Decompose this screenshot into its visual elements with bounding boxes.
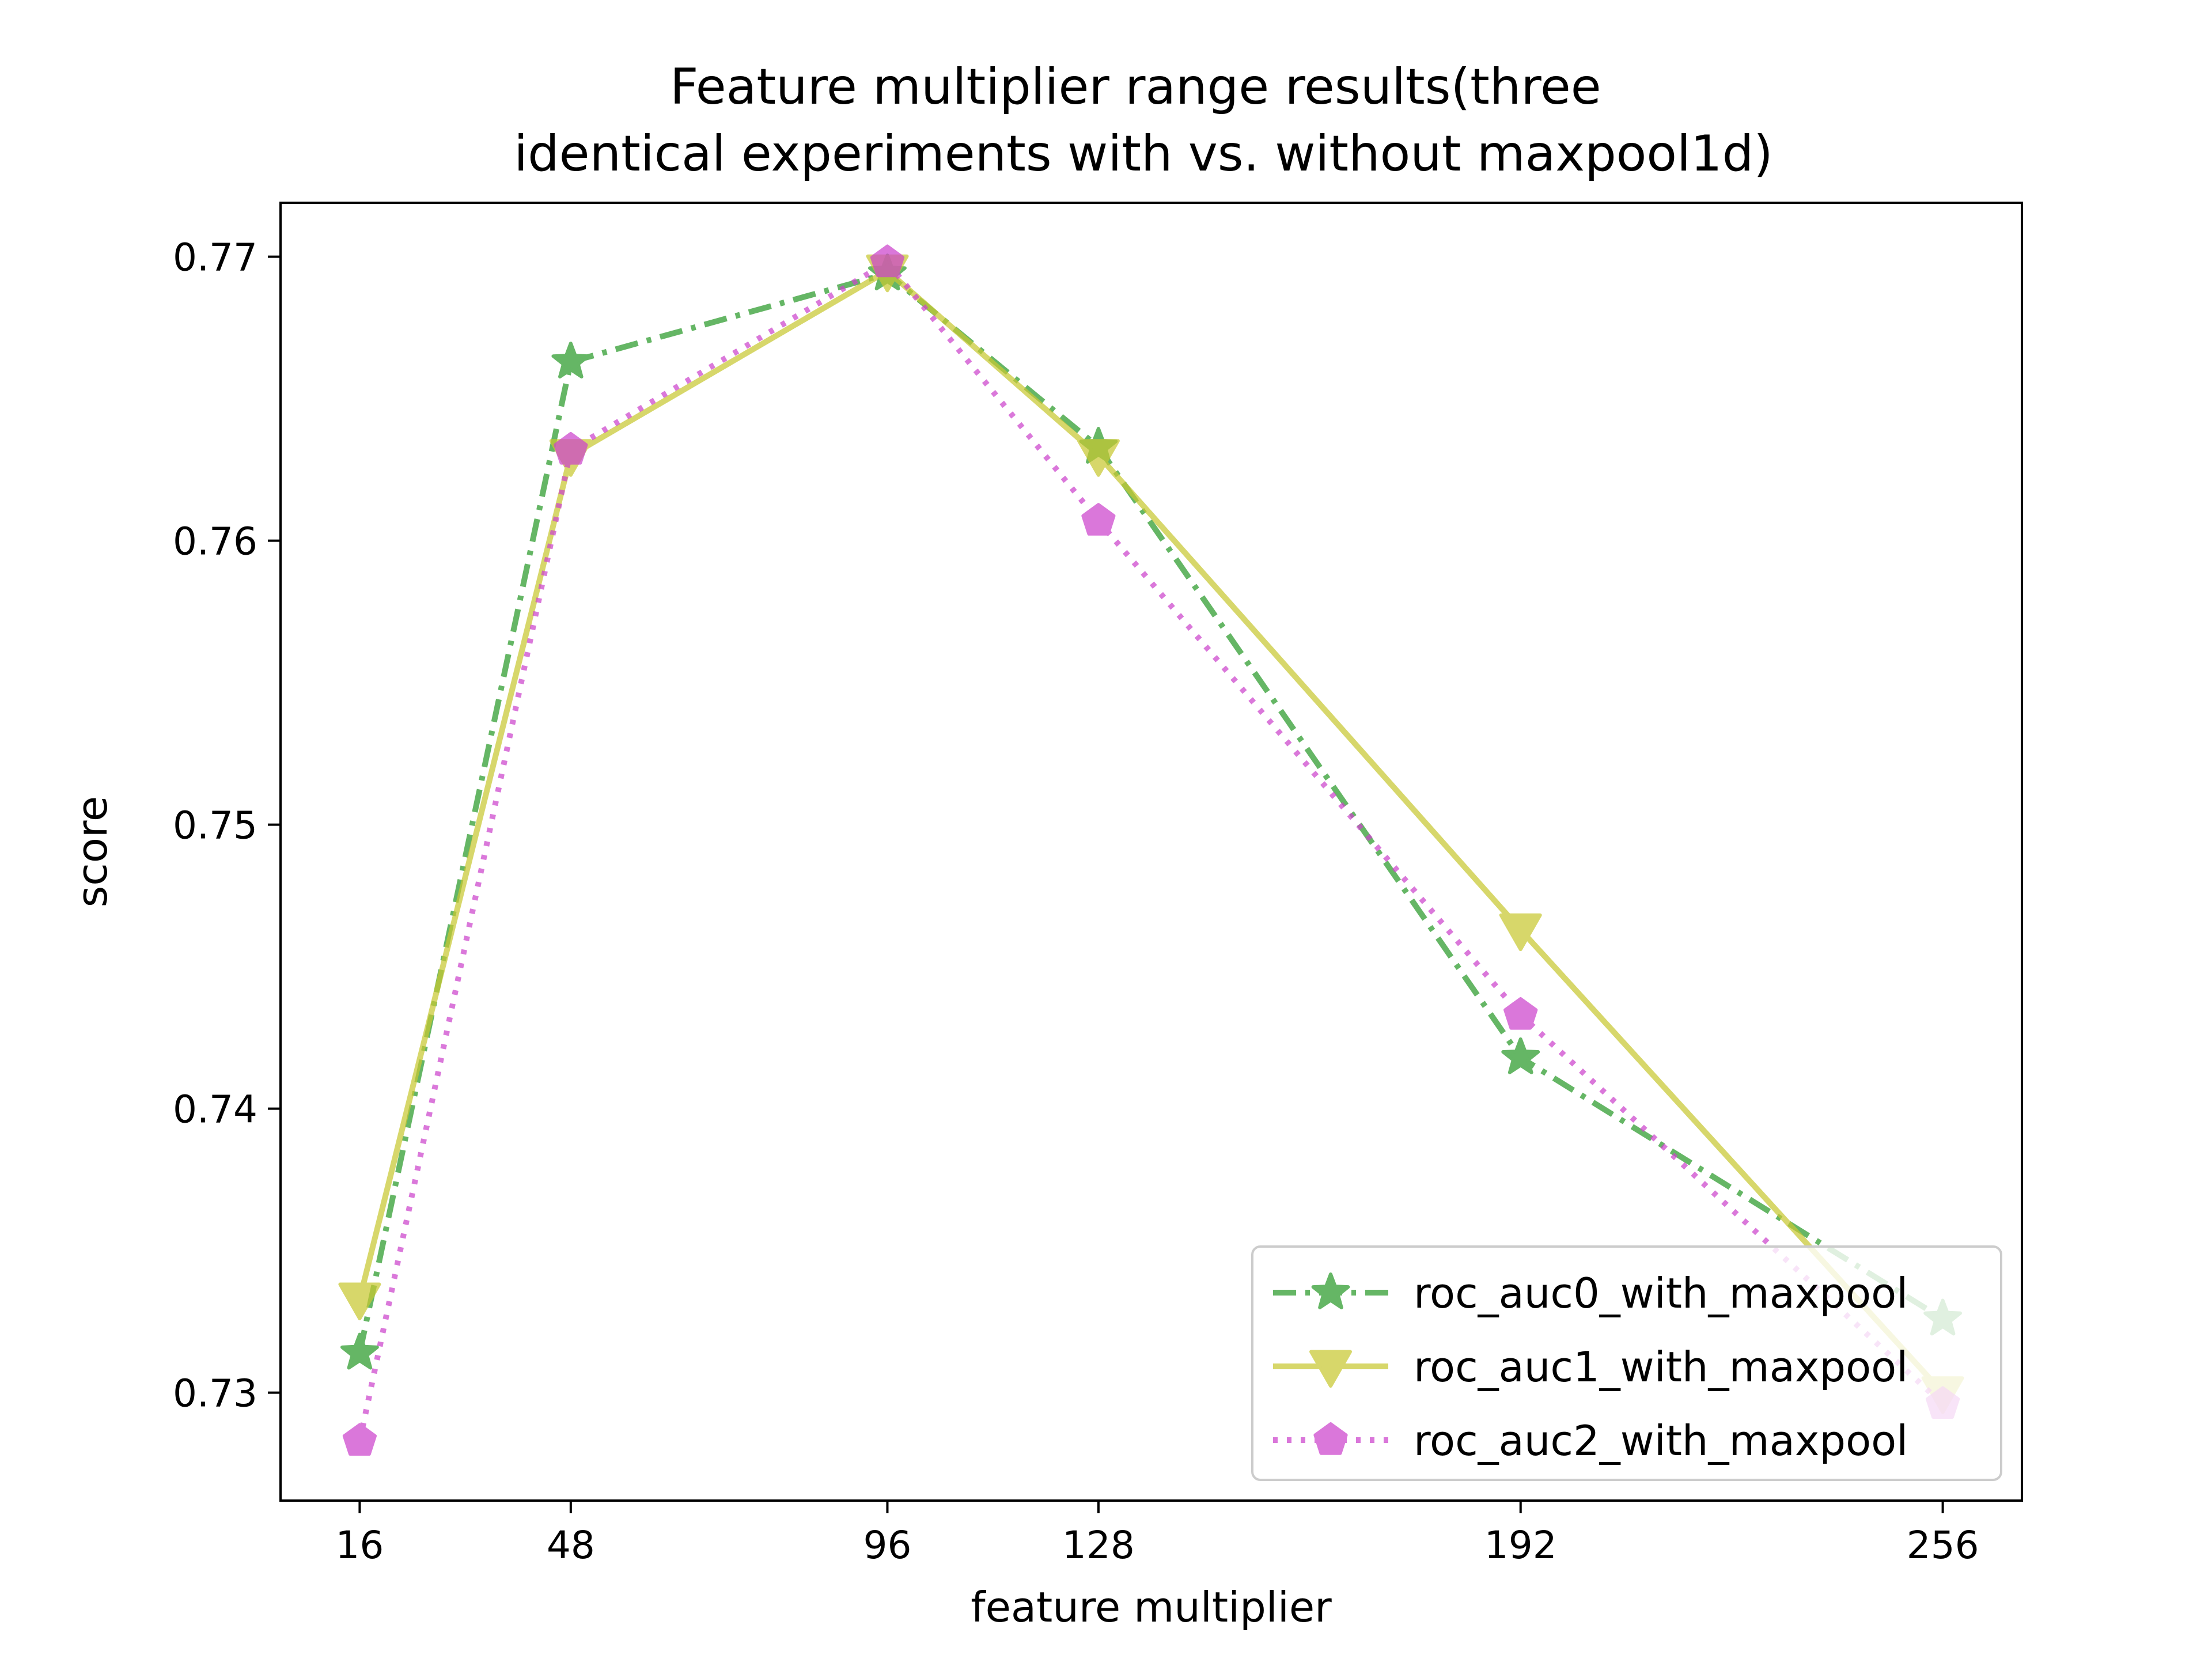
data-point <box>1077 439 1120 477</box>
legend-label: roc_auc0_with_maxpool <box>1414 1269 1908 1317</box>
x-tick-label: 16 <box>335 1523 384 1567</box>
data-point <box>1501 1037 1540 1074</box>
y-tick-label: 0.76 <box>173 520 257 564</box>
legend-label: roc_auc2_with_maxpool <box>1414 1416 1908 1465</box>
y-axis: 0.73 0.74 0.75 0.76 0.77 <box>173 236 281 1416</box>
series-line <box>357 259 1945 1442</box>
legend-handle <box>1273 1350 1388 1388</box>
axes-frame <box>279 202 2023 1502</box>
y-tick-label: 0.73 <box>173 1372 257 1416</box>
data-point <box>551 342 590 378</box>
x-axis: 16 48 96 128 192 256 <box>335 1501 1979 1567</box>
x-tick-label: 96 <box>863 1523 911 1567</box>
y-axis-label: score <box>68 796 116 907</box>
x-tick-label: 192 <box>1484 1523 1557 1567</box>
legend-marker <box>1313 1422 1348 1455</box>
data-point <box>342 1423 377 1456</box>
y-tick-label: 0.74 <box>173 1088 257 1132</box>
data-point <box>1503 997 1538 1030</box>
chart-title-line-1: Feature multiplier range results(three <box>670 58 1601 116</box>
data-point <box>340 1332 379 1370</box>
legend-marker <box>1311 1272 1350 1309</box>
data-point <box>1081 503 1116 536</box>
legend: roc_auc0_with_maxpool roc_auc1_with_maxpo… <box>1251 1245 2002 1481</box>
series-line <box>357 268 1945 1395</box>
x-tick-label: 128 <box>1062 1523 1135 1567</box>
legend-handle <box>1273 1422 1388 1455</box>
data-point <box>1499 913 1542 952</box>
legend-label: roc_auc1_with_maxpool <box>1414 1343 1908 1391</box>
legend-entry: roc_auc0_with_maxpool <box>1273 1269 1908 1317</box>
y-tick-label: 0.77 <box>173 236 257 280</box>
legend-marker <box>1309 1350 1352 1388</box>
legend-entry: roc_auc2_with_maxpool <box>1273 1416 1908 1465</box>
legend-entry: roc_auc1_with_maxpool <box>1273 1343 1908 1391</box>
legend-box <box>1251 1245 2002 1481</box>
chart-title-line-2: identical experiments with vs. without m… <box>514 125 1773 183</box>
data-point <box>870 244 905 278</box>
x-tick-label: 256 <box>1907 1523 1979 1567</box>
data-point <box>554 431 588 465</box>
legend-handle <box>1273 1272 1388 1309</box>
data-point <box>338 1282 381 1320</box>
plot-area <box>338 244 1964 1456</box>
x-axis-label: feature multiplier <box>971 1583 1332 1631</box>
y-tick-label: 0.75 <box>173 804 257 848</box>
chart-title: Feature multiplier range results(three i… <box>514 58 1773 183</box>
x-tick-label: 48 <box>547 1523 595 1567</box>
